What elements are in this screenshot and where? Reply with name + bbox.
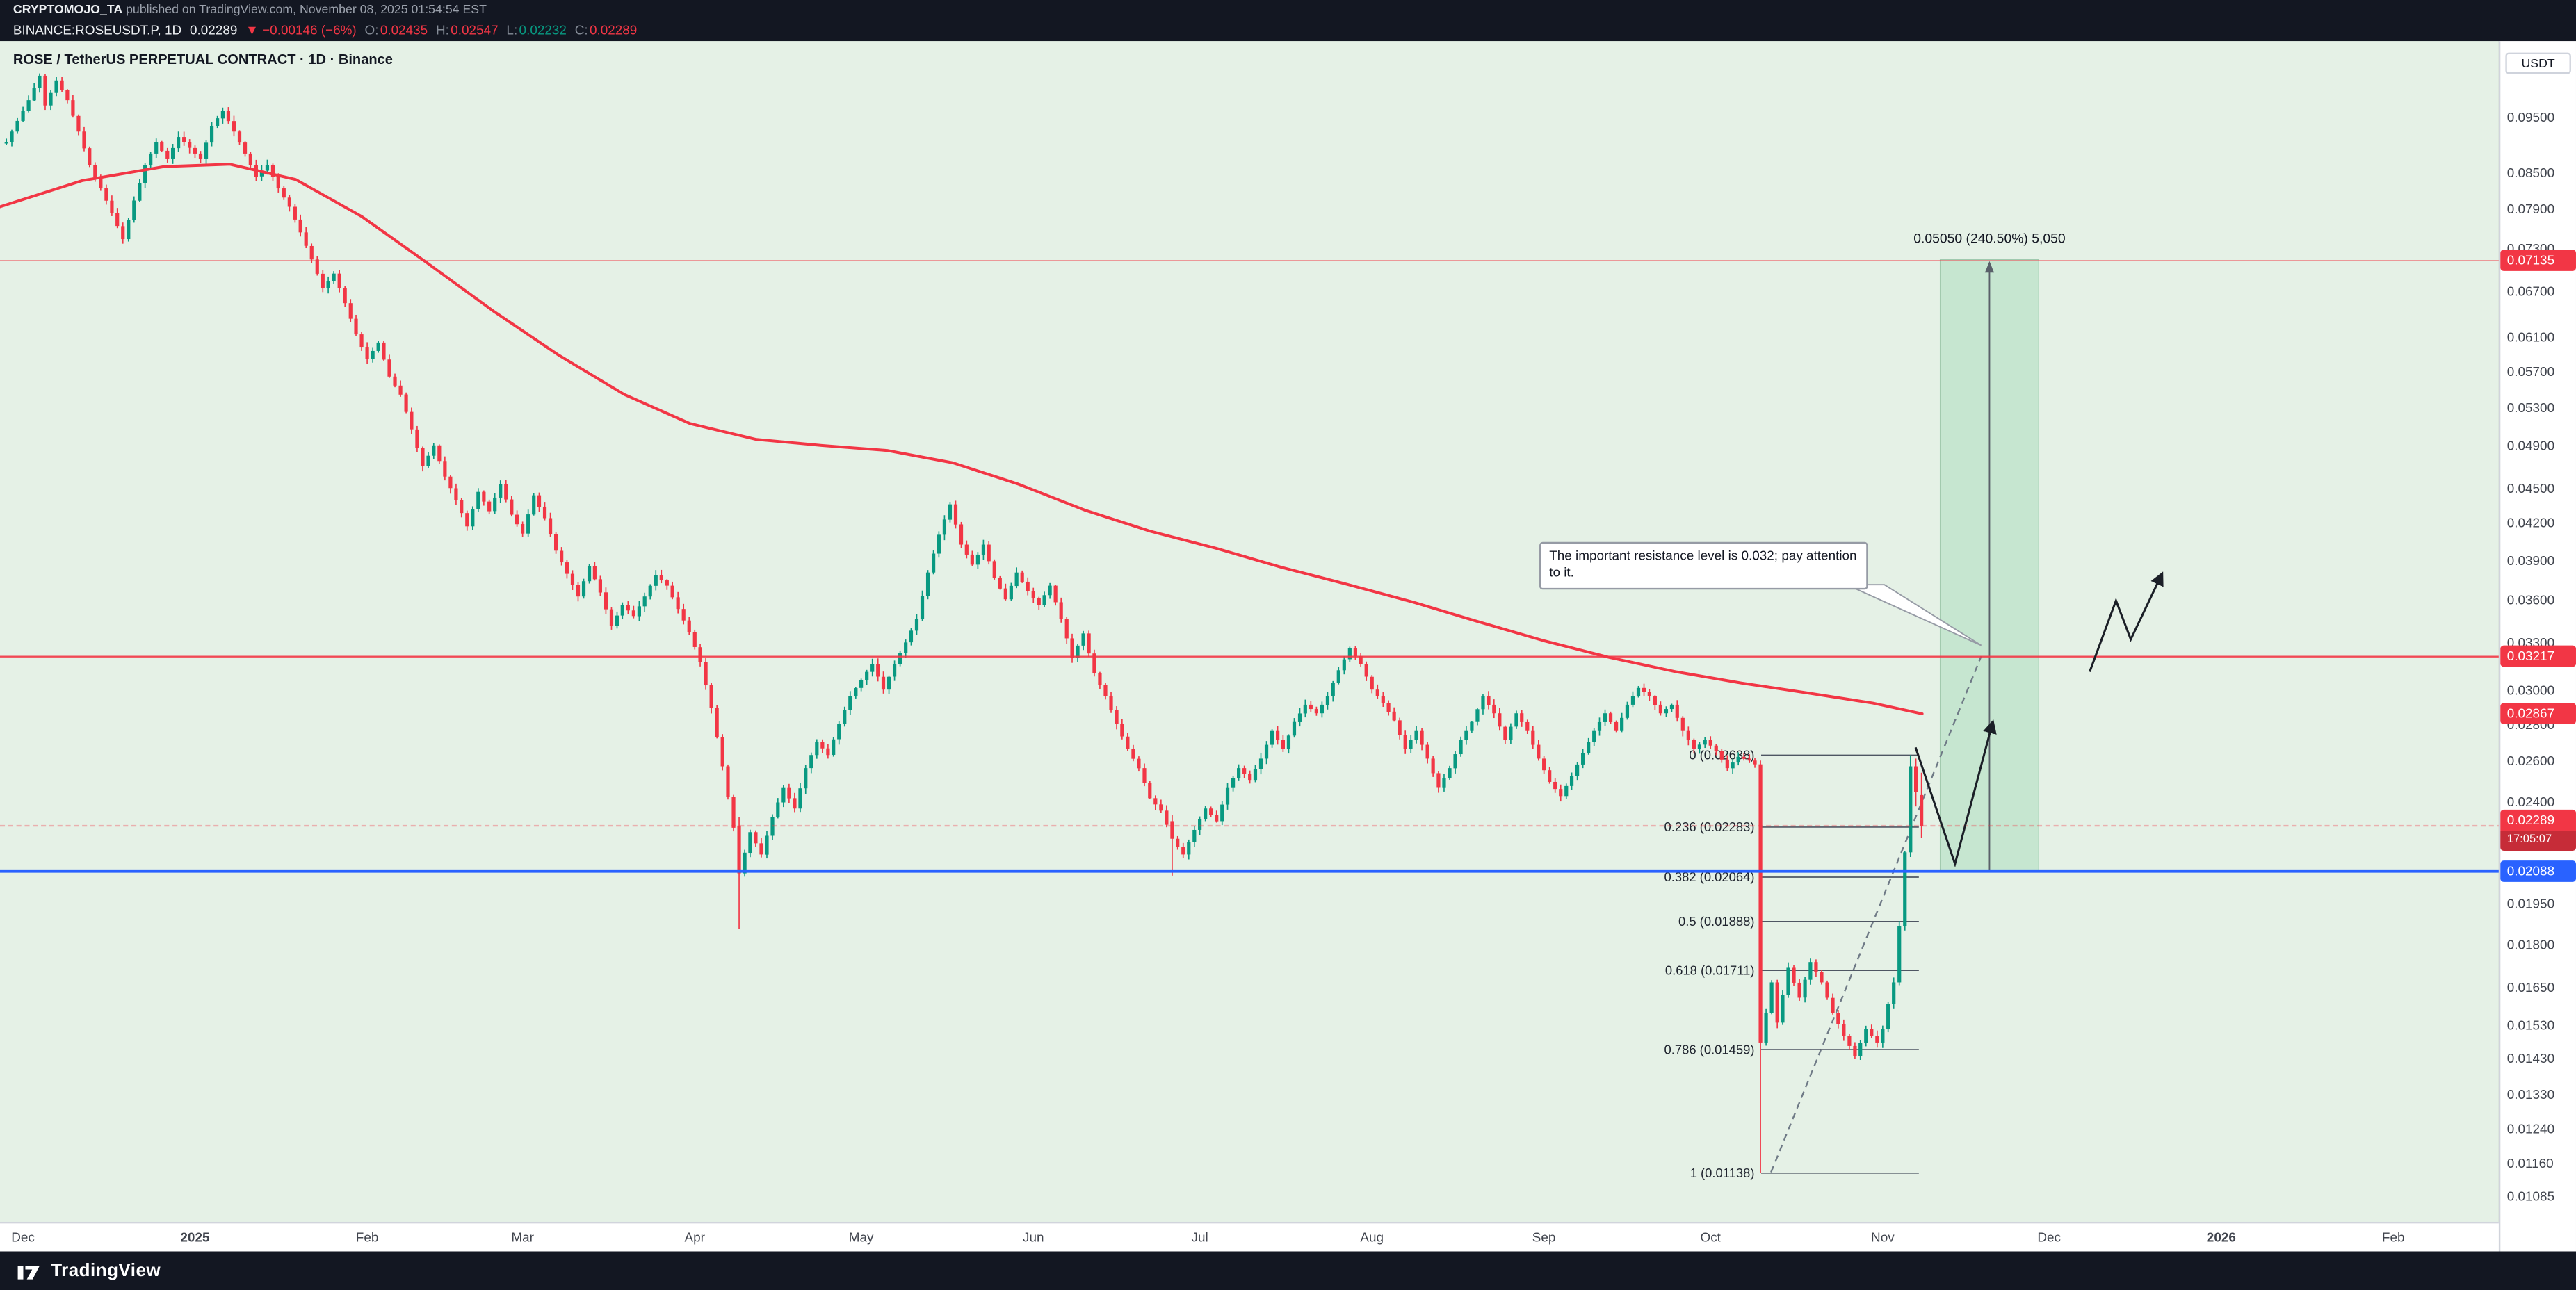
y-axis-tick: 0.06700 bbox=[2506, 284, 2555, 299]
x-axis-tick: Sep bbox=[1532, 1230, 1556, 1246]
price-badge: 0.07135 bbox=[2500, 250, 2576, 272]
y-axis-tick: 0.01650 bbox=[2506, 980, 2555, 995]
projection-box: 0.05050 (240.50%) 5,050 bbox=[1913, 231, 2066, 872]
x-axis-tick: 2026 bbox=[2206, 1230, 2236, 1246]
price-badge: 0.02867 bbox=[2500, 703, 2576, 725]
last-price: 0.02289 bbox=[190, 22, 238, 38]
y-axis-tick: 0.04900 bbox=[2506, 439, 2555, 455]
y-axis-tick: 0.01430 bbox=[2506, 1051, 2555, 1066]
y-axis-tick: 0.01160 bbox=[2506, 1155, 2554, 1170]
ma-line bbox=[0, 163, 1924, 715]
x-axis-tick: May bbox=[848, 1230, 874, 1246]
ohlc-value: 0.02232 bbox=[519, 22, 567, 38]
price-axis[interactable]: USDT 0.09500 0.08500 0.07900 0.07300 0.06700… bbox=[2498, 41, 2576, 1252]
ohlc-value: 0.02435 bbox=[380, 22, 428, 38]
y-axis-tick: 0.08500 bbox=[2506, 165, 2555, 181]
price-badge: 0.03217 bbox=[2500, 646, 2576, 668]
price-badge: 0.02088 bbox=[2500, 860, 2576, 883]
ohlc-label: C: bbox=[574, 22, 588, 38]
y-axis-tick: 0.01330 bbox=[2506, 1087, 2555, 1102]
y-axis-tick: 0.01950 bbox=[2506, 897, 2555, 913]
ohlc-values: O: 0.02435 H: 0.02547 L: 0.02232 C: 0.02289 bbox=[357, 22, 638, 37]
x-axis-tick: Oct bbox=[1700, 1230, 1721, 1246]
x-axis-tick: Jul bbox=[1191, 1230, 1208, 1246]
x-axis-tick: Dec bbox=[2037, 1230, 2061, 1246]
publisher-name: CRYPTOMOJO_TA bbox=[13, 1, 123, 17]
svg-text:0.05050 (240.50%) 5,050: 0.05050 (240.50%) 5,050 bbox=[1913, 231, 2066, 247]
svg-text:0.618 (0.01711): 0.618 (0.01711) bbox=[1665, 963, 1755, 977]
ohlc-value: 0.02289 bbox=[589, 22, 638, 38]
annotation-callout[interactable]: The important resistance level is 0.032;… bbox=[1539, 541, 1868, 589]
price-badge: 0.02289 17:05:07 bbox=[2500, 810, 2576, 851]
y-axis-tick: 0.06100 bbox=[2506, 330, 2555, 345]
x-axis-tick: 2025 bbox=[180, 1230, 210, 1246]
y-axis-tick: 0.02600 bbox=[2506, 754, 2555, 769]
svg-text:0.786 (0.01459): 0.786 (0.01459) bbox=[1664, 1042, 1754, 1056]
y-axis-tick: 0.01800 bbox=[2506, 937, 2555, 952]
chart-area: 0.05050 (240.50%) 5,050 0 (0.02638) 0.236 … bbox=[0, 41, 2499, 1252]
svg-text:1 (0.01138): 1 (0.01138) bbox=[1690, 1166, 1755, 1180]
ohlc-label: L: bbox=[506, 22, 518, 38]
chart-canvas[interactable]: 0.05050 (240.50%) 5,050 0 (0.02638) 0.236 … bbox=[0, 41, 2499, 1222]
x-axis-tick: Jun bbox=[1023, 1230, 1044, 1246]
y-axis-tick: 0.09500 bbox=[2506, 110, 2555, 125]
tradingview-logo-icon[interactable] bbox=[17, 1261, 41, 1280]
y-axis-tick: 0.07900 bbox=[2506, 202, 2555, 217]
time-axis[interactable]: Dec 2025 Feb Mar Apr May Jun Jul Aug Sep Oct Nov Dec… bbox=[0, 1221, 2499, 1252]
publish-details: published on TradingView.com, November 0… bbox=[122, 1, 487, 17]
y-axis-tick: 0.03600 bbox=[2506, 592, 2555, 607]
footer-bar: TradingView bbox=[0, 1251, 2576, 1290]
axis-unit-button[interactable]: USDT bbox=[2505, 52, 2571, 74]
y-axis-tick: 0.03000 bbox=[2506, 683, 2555, 698]
price-change: ▼ −0.00146 (−6%) bbox=[245, 22, 357, 38]
svg-text:0.382 (0.02064): 0.382 (0.02064) bbox=[1664, 869, 1754, 884]
y-axis-tick: 0.01530 bbox=[2506, 1018, 2555, 1033]
horizontal-price-lines bbox=[0, 260, 2499, 873]
tradingview-brand[interactable]: TradingView bbox=[51, 1261, 161, 1281]
ohlc-value: 0.02547 bbox=[451, 22, 499, 38]
y-axis-tick: 0.04500 bbox=[2506, 481, 2555, 497]
x-axis-tick: Dec bbox=[11, 1230, 35, 1246]
fib-retracement: 0 (0.02638)0.236 (0.02283)0.382 (0.02064… bbox=[1664, 748, 1919, 1180]
chart-title: ROSE / TetherUS PERPETUAL CONTRACT · 1D … bbox=[13, 51, 393, 67]
x-axis-tick: Feb bbox=[355, 1230, 379, 1246]
symbol-info-bar: BINANCE:ROSEUSDT.P, 1D 0.02289 ▼ −0.00146 … bbox=[0, 18, 2576, 41]
x-axis-tick: Feb bbox=[2381, 1230, 2405, 1246]
ohlc-label: O: bbox=[364, 22, 379, 38]
publish-info-bar: CRYPTOMOJO_TA published on TradingView.c… bbox=[0, 0, 2576, 18]
y-axis-tick: 0.01240 bbox=[2506, 1122, 2555, 1138]
x-axis-tick: Mar bbox=[511, 1230, 534, 1246]
y-axis-tick: 0.03900 bbox=[2506, 553, 2555, 568]
y-axis-tick: 0.04200 bbox=[2506, 516, 2555, 531]
x-axis-tick: Aug bbox=[1360, 1230, 1384, 1246]
dashed-trend-line bbox=[1770, 655, 1982, 1173]
y-axis-tick: 0.05700 bbox=[2506, 364, 2555, 379]
y-axis-tick: 0.02400 bbox=[2506, 794, 2555, 809]
svg-text:0.5 (0.01888): 0.5 (0.01888) bbox=[1678, 914, 1755, 929]
y-axis-tick: 0.01085 bbox=[2506, 1189, 2555, 1204]
svg-text:0.236 (0.02283): 0.236 (0.02283) bbox=[1664, 819, 1754, 834]
y-axis-tick: 0.05300 bbox=[2506, 400, 2555, 416]
x-axis-tick: Nov bbox=[1871, 1230, 1895, 1246]
candlestick-series bbox=[4, 73, 1924, 1173]
symbol-name[interactable]: BINANCE:ROSEUSDT.P, 1D bbox=[13, 22, 182, 38]
x-axis-tick: Apr bbox=[684, 1230, 705, 1246]
projection-arrows bbox=[1914, 571, 2164, 868]
ohlc-label: H: bbox=[436, 22, 449, 38]
